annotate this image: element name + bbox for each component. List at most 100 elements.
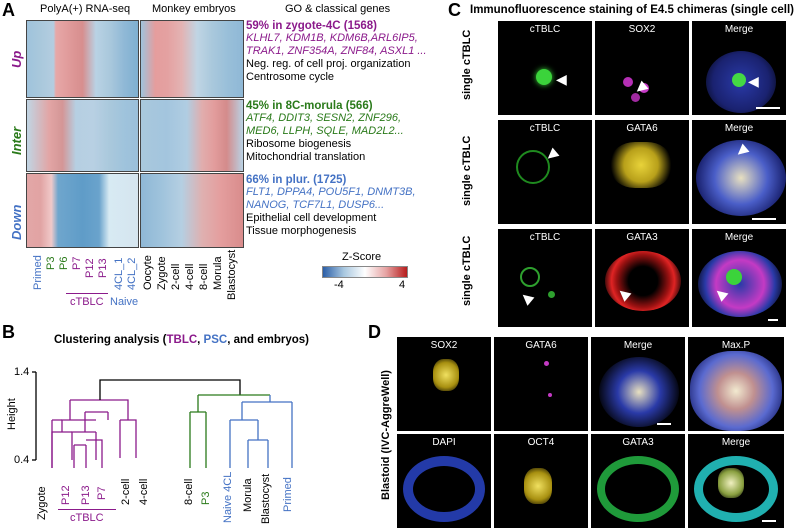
image-label: cTBLC [529,24,561,35]
leaf-morula: Morula [242,478,254,512]
leaf-8cell: 8-cell [183,478,195,505]
panel-b-letter: B [2,322,15,342]
image-label: OCT4 [527,437,555,448]
image-label: GATA3 [626,232,658,243]
cell-outline [516,150,550,184]
image-label: Merge [721,437,751,448]
dendro-branch [84,411,109,432]
go-genes-line: KLHL7, KDM1B, KDM6B,ARL6IP5, [246,32,418,44]
blastoid-ring [694,456,778,522]
cell-ring [605,251,681,311]
go-genes-line: MED6, LLPH, SQLE, MAD2L2... [246,125,404,137]
image-label: SOX2 [430,340,458,351]
dendrogram-title: Clustering analysis (TBLC, PSC, and embr… [54,334,309,346]
go-term: Neg. reg. of cell proj. organization [246,58,411,70]
go-genes-line: TRAK1, ZNF354A, ZNF84, ASXL1 ... [246,45,427,57]
header-go: GO & classical genes [285,3,391,15]
go-genes-line: FLT1, DPPA4, POU5F1, DNMT3B, [246,186,416,198]
group-label-naive: Naive [110,296,139,308]
title-comma: , [197,334,204,346]
image-sox2: SOX2 ◀ [595,21,689,115]
col-label-4cl-2: 4CL_2 [126,257,138,290]
go-title: 59% in zygote-4C (1568) [246,20,378,32]
zscore-colorbar [322,266,408,278]
col-label-p12: P12 [84,258,96,278]
go-group-inter: 45% in 8C-morula (566) ATF4, DDIT3, SESN… [246,100,456,164]
blastoid-ring [403,456,485,522]
leaf-2cell: 2-cell [120,478,132,505]
image-label: cTBLC [529,232,561,243]
ctblc-bracket [66,293,108,294]
image-merge: Merge ◀ [692,21,786,115]
image-gata6: GATA6 [595,120,689,224]
image-ctblc: cTBLC ◀ [498,120,592,224]
side-label: single cTBLC [461,235,473,306]
image-merge: Merge [591,337,685,431]
go-genes-line: ATF4, DDIT3, SESN2, ZNF296, [246,112,402,124]
scale-bar [657,423,671,425]
col-label-8cell: 8-cell [198,263,210,290]
header-embryos: Monkey embryos [152,3,236,15]
panel-c-letter: C [448,0,461,20]
cell-spot [548,291,555,298]
image-ctblc: cTBLC ◀ [498,229,592,327]
leaf-p7: P7 [96,486,108,500]
col-label-blastocyst: Blastocyst [226,249,238,300]
cell-spot [623,77,633,87]
dendro-branch [189,394,270,468]
col-label-p7: P7 [71,256,83,270]
panel-d-side-label: Blastoid (IVC-AggreWell) [380,370,392,500]
cell-spot [548,393,552,397]
image-maxp: Max.P [688,337,784,431]
image-label: Merge [724,123,754,134]
leaf-4cell: 4-cell [138,478,150,505]
leaf-p13: P13 [80,485,92,505]
image-merge: Merge ◀ [692,120,786,224]
cell-spot [726,269,742,285]
go-term: Ribosome biogenesis [246,138,352,150]
col-label-p3: P3 [45,256,57,270]
col-label-zygote: Zygote [156,256,168,290]
go-group-down: 66% in plur. (1725) FLT1, DPPA4, POU5F1,… [246,174,456,238]
col-label-morula: Morula [212,256,224,290]
cell-cluster [611,142,671,188]
col-label-4cell: 4-cell [184,263,196,290]
zscore-title: Z-Score [342,251,382,263]
header-rnaseq: PolyA(+) RNA-seq [40,3,131,15]
image-label: Merge [724,232,754,243]
go-title: 66% in plur. (1725) [246,174,347,186]
col-label-oocyte: Oocyte [142,255,154,290]
blastoid-blob [690,351,782,431]
title-tblc: TBLC [166,334,198,346]
heatmap-embryo-inter [140,99,244,172]
heatmap-embryo-down [140,173,244,248]
scale-bar [756,107,780,109]
blastoid-blob [599,357,679,427]
group-label-ctblc: cTBLC [70,296,104,308]
zscore-max: 4 [399,279,406,291]
arrowhead-icon: ◀ [518,287,537,307]
image-gata3: GATA3 ◀ [595,229,689,327]
cell-outline [520,267,540,287]
cell-spot [639,83,649,93]
col-label-p13: P13 [97,258,109,278]
leaf-p3: P3 [200,491,212,505]
image-sox2: SOX2 [397,337,491,431]
cell-cluster [433,359,459,391]
go-group-up: 59% in zygote-4C (1568) KLHL7, KDM1B, KD… [246,20,456,84]
dendro-branch [229,395,293,468]
go-term: Tissue morphogenesis [246,225,357,237]
leaf-naive-4cl: Naive 4CL [222,471,234,523]
image-oct4: OCT4 [494,434,588,528]
leaf-blastocyst: Blastocyst [260,473,272,524]
image-label: DAPI [432,437,456,448]
leaf-group-ctblc: cTBLC [70,512,104,524]
row-label-up: Up [9,50,24,68]
cell-spot [544,361,549,366]
ytick-top: 1.4 [14,366,30,378]
dendro-branch [69,399,137,458]
dendrogram [32,371,293,468]
col-label-2cell: 2-cell [170,263,182,290]
panel-c-title: Immunofluorescence staining of E4.5 chim… [470,4,795,16]
side-label: single cTBLC [461,29,473,100]
